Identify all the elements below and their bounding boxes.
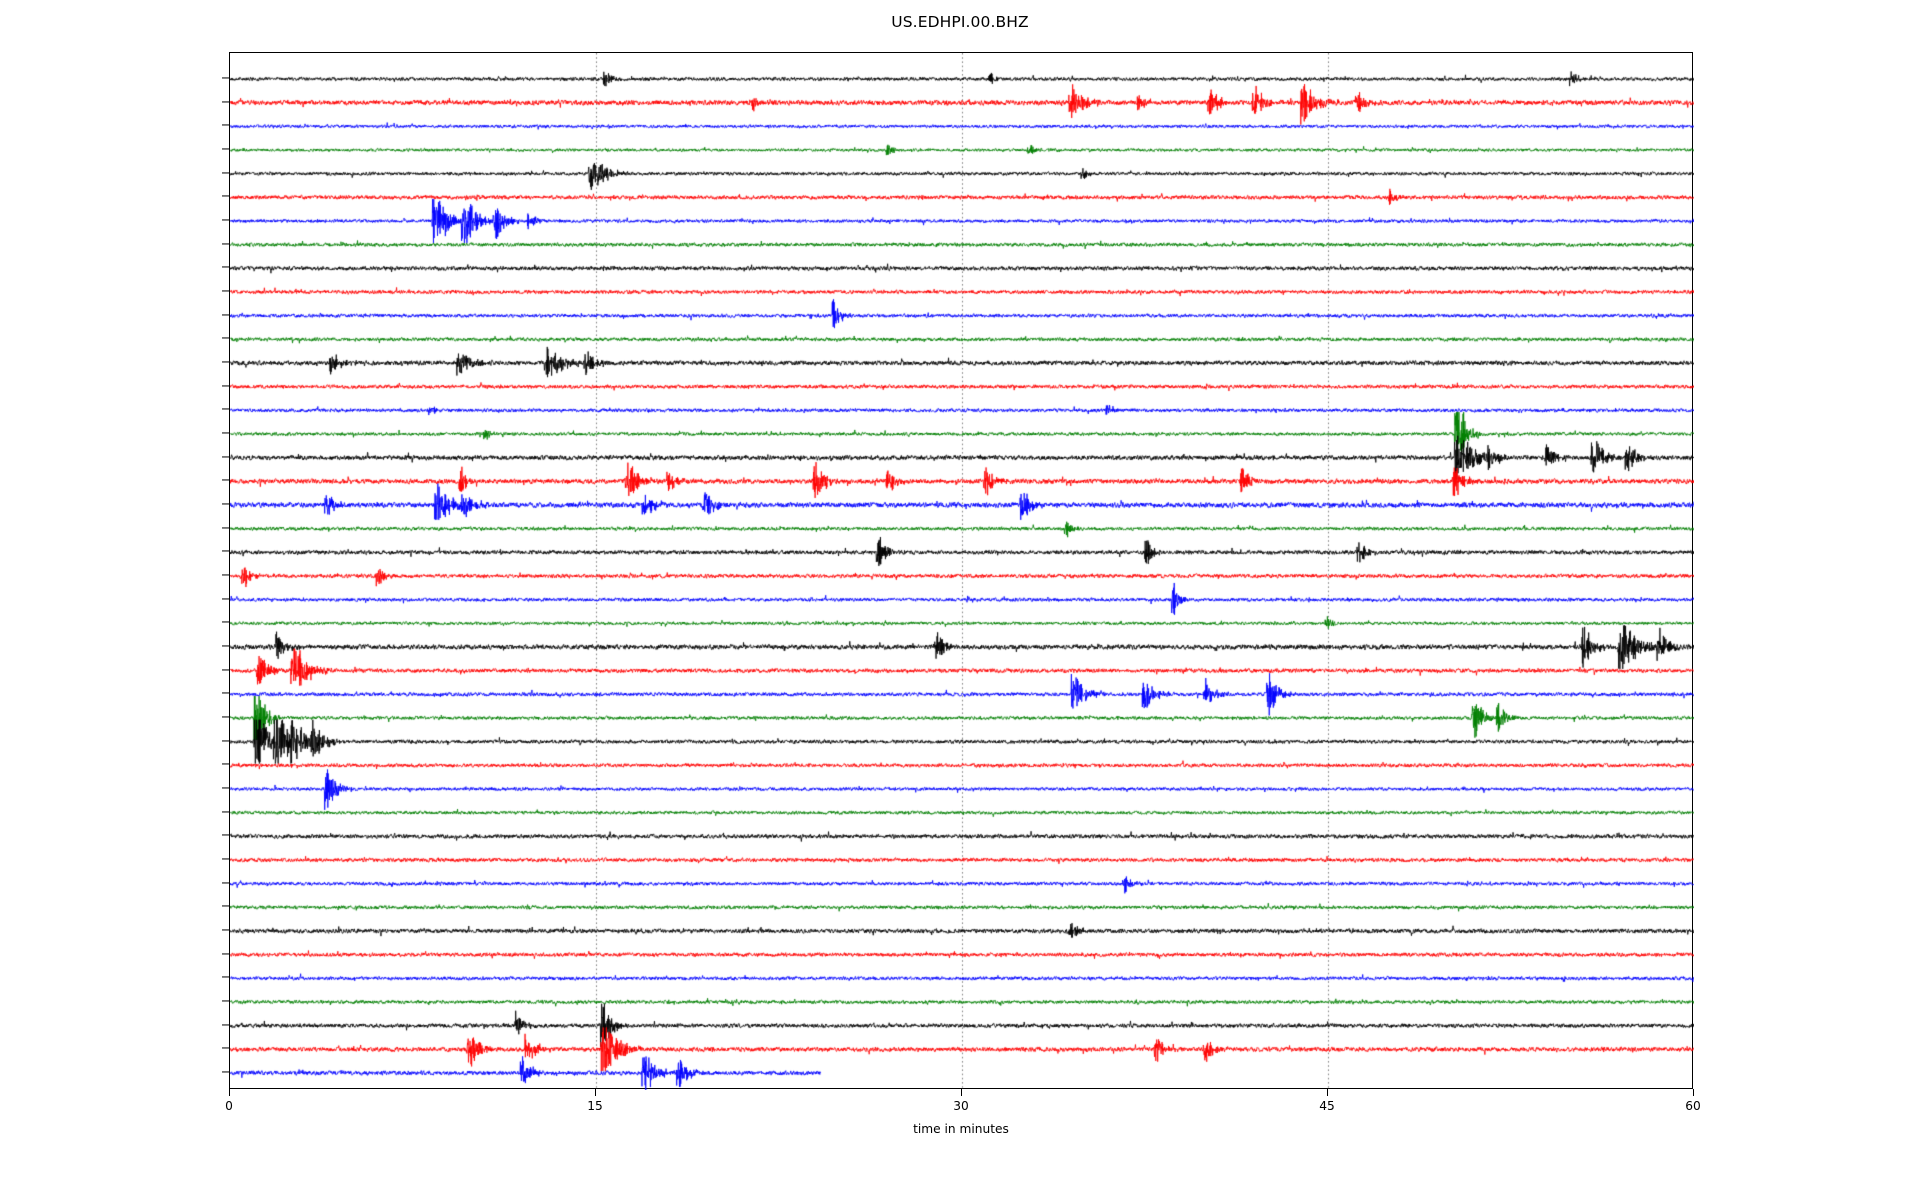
y-axis-tick-mark <box>222 124 229 126</box>
y-axis-tick-mark <box>222 953 229 955</box>
y-axis-tick-mark <box>222 77 229 79</box>
x-axis-tick-label: 15 <box>587 1099 603 1113</box>
y-axis-tick-mark <box>222 290 229 292</box>
y-axis-tick-mark <box>222 456 229 458</box>
y-axis-tick-mark <box>222 219 229 221</box>
y-axis-tick-mark <box>222 716 229 718</box>
y-axis-tick-mark <box>222 432 229 434</box>
y-axis-tick-mark <box>222 101 229 103</box>
seismogram-canvas[interactable] <box>230 53 1694 1090</box>
x-axis-tick-mark <box>594 1089 596 1096</box>
x-axis-tick-label: 30 <box>953 1099 969 1113</box>
y-axis-tick-mark <box>222 550 229 552</box>
x-axis-tick-mark <box>960 1089 962 1096</box>
y-axis-tick-mark <box>222 882 229 884</box>
y-axis-tick-mark <box>222 503 229 505</box>
x-axis-tick-label: 60 <box>1685 1099 1701 1113</box>
y-axis-tick-mark <box>222 787 229 789</box>
y-axis-tick-mark <box>222 1024 229 1026</box>
y-axis-tick-mark <box>222 692 229 694</box>
y-axis-tick-mark <box>222 314 229 316</box>
y-axis-tick-mark <box>222 195 229 197</box>
y-axis-tick-mark <box>222 1000 229 1002</box>
y-axis-tick-mark <box>222 929 229 931</box>
y-axis-tick-mark <box>222 148 229 150</box>
y-axis-tick-mark <box>222 763 229 765</box>
y-axis-tick-mark <box>222 645 229 647</box>
y-axis-tick-mark <box>222 1071 229 1073</box>
y-axis-tick-mark <box>222 243 229 245</box>
y-axis-tick-mark <box>222 408 229 410</box>
y-axis-tick-mark <box>222 337 229 339</box>
y-axis-tick-mark <box>222 385 229 387</box>
y-axis-tick-mark <box>222 834 229 836</box>
y-axis-tick-mark <box>222 598 229 600</box>
y-axis-tick-layer: 00:00:1001:00:1002:00:1003:00:1004:00:10… <box>0 0 229 1200</box>
page-title: US.EDHPI.00.BHZ <box>891 13 1029 31</box>
y-axis-tick-mark <box>222 621 229 623</box>
plot-axes[interactable] <box>229 52 1694 1090</box>
y-axis-tick-mark <box>222 905 229 907</box>
x-axis-tick-mark <box>228 1089 230 1096</box>
x-axis-tick-mark <box>1692 1089 1694 1096</box>
y-axis-tick-mark <box>222 266 229 268</box>
y-axis-tick-mark <box>222 527 229 529</box>
x-axis-tick-mark <box>1326 1089 1328 1096</box>
y-axis-tick-mark <box>222 858 229 860</box>
y-axis-tick-mark <box>222 361 229 363</box>
y-axis-tick-mark <box>222 1047 229 1049</box>
x-axis-tick-label: 0 <box>225 1099 233 1113</box>
y-axis-tick-mark <box>222 976 229 978</box>
y-axis-tick-mark <box>222 479 229 481</box>
y-axis-tick-mark <box>222 740 229 742</box>
y-axis-tick-mark <box>222 172 229 174</box>
y-axis-tick-mark <box>222 669 229 671</box>
x-axis-tick-label: 45 <box>1319 1099 1335 1113</box>
y-axis-tick-mark <box>222 811 229 813</box>
y-axis-tick-mark <box>222 574 229 576</box>
x-axis-label: time in minutes <box>913 1122 1009 1136</box>
